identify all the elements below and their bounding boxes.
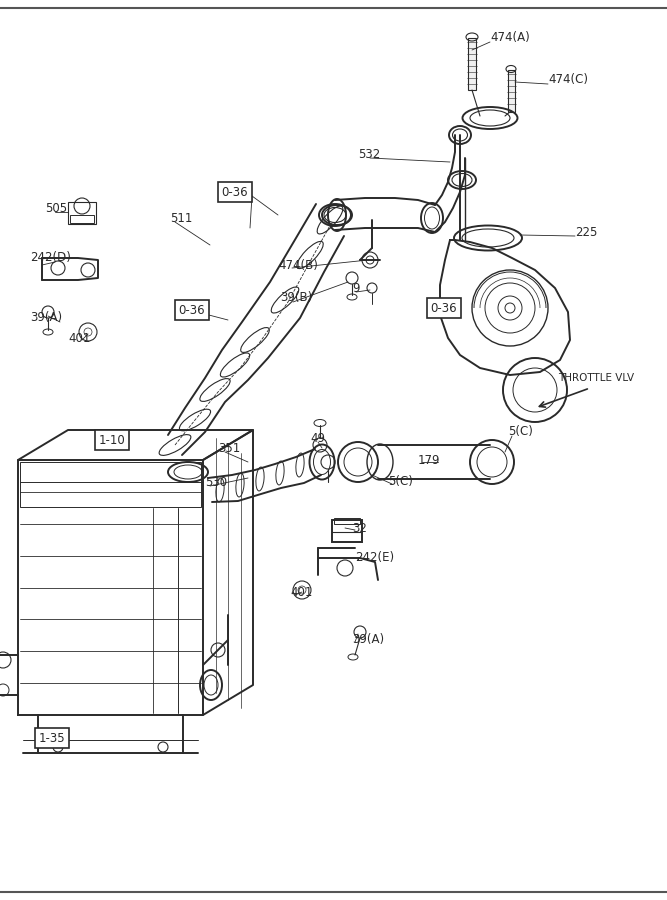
Text: 242(E): 242(E) bbox=[355, 552, 394, 564]
Text: 474(B): 474(B) bbox=[278, 258, 318, 272]
Bar bbox=[332, 520, 362, 542]
Text: 39(A): 39(A) bbox=[352, 634, 384, 646]
Text: 179: 179 bbox=[418, 454, 440, 466]
Text: 474(A): 474(A) bbox=[490, 32, 530, 44]
Bar bbox=[20, 462, 201, 507]
Bar bbox=[70, 215, 94, 223]
Bar bbox=[468, 38, 476, 90]
Text: 5(C): 5(C) bbox=[388, 475, 413, 489]
Text: 511: 511 bbox=[170, 212, 192, 224]
Text: 1-10: 1-10 bbox=[99, 434, 125, 446]
Text: 505: 505 bbox=[45, 202, 67, 214]
Text: 39(B): 39(B) bbox=[280, 292, 312, 304]
Text: 49: 49 bbox=[310, 431, 325, 445]
Text: 39(A): 39(A) bbox=[30, 311, 62, 325]
Bar bbox=[68, 202, 96, 224]
Text: 5(C): 5(C) bbox=[508, 426, 533, 438]
Text: 474(C): 474(C) bbox=[548, 74, 588, 86]
Text: 401: 401 bbox=[68, 331, 90, 345]
Text: 530: 530 bbox=[205, 475, 227, 489]
Text: 0-36: 0-36 bbox=[221, 185, 248, 199]
Text: 32: 32 bbox=[352, 521, 367, 535]
Text: 1-35: 1-35 bbox=[39, 732, 65, 744]
Text: THROTTLE VLV: THROTTLE VLV bbox=[558, 373, 634, 383]
Text: 351: 351 bbox=[218, 442, 240, 454]
Text: 242(D): 242(D) bbox=[30, 251, 71, 265]
Text: 401: 401 bbox=[290, 586, 312, 598]
Bar bbox=[508, 70, 515, 112]
Bar bbox=[334, 518, 360, 524]
Text: 532: 532 bbox=[358, 148, 380, 161]
Text: 0-36: 0-36 bbox=[431, 302, 458, 314]
Text: 0-36: 0-36 bbox=[179, 303, 205, 317]
Text: 225: 225 bbox=[575, 226, 598, 239]
Text: 9: 9 bbox=[352, 282, 360, 294]
